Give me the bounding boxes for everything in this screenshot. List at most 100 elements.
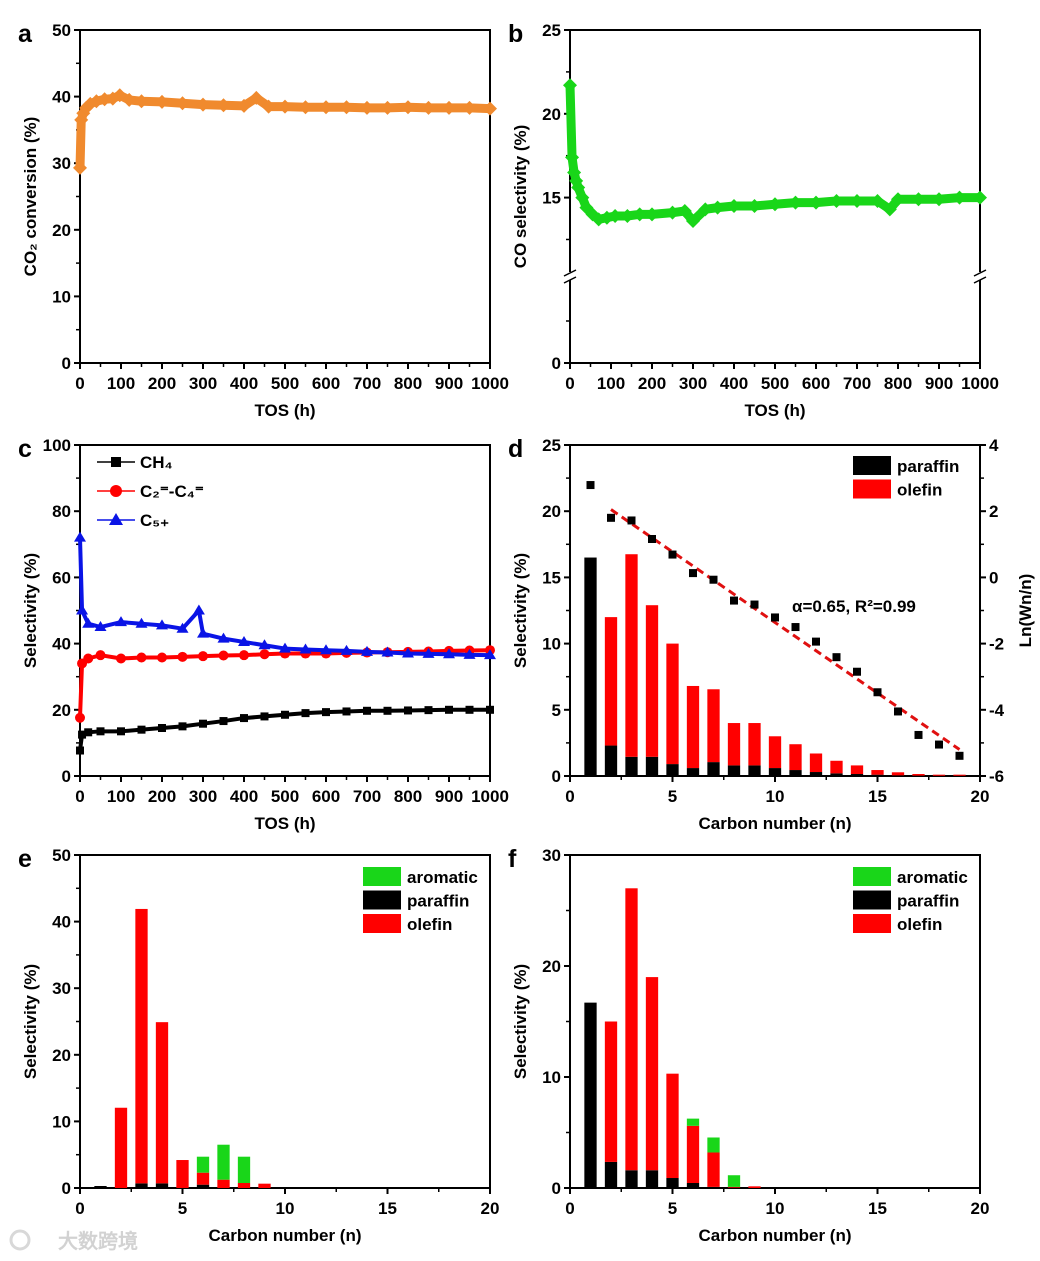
y-tick-label: 30 bbox=[542, 846, 561, 865]
bar-olefin bbox=[891, 772, 905, 776]
x-tick-label: 500 bbox=[271, 374, 299, 393]
bar-olefin bbox=[850, 765, 864, 775]
bar-olefin bbox=[830, 760, 843, 774]
legend: aromatic paraffin olefin bbox=[853, 867, 968, 934]
bar-olefin bbox=[727, 1186, 741, 1188]
x-tick-label: 0 bbox=[565, 787, 574, 806]
y-tick-label: 20 bbox=[542, 502, 561, 521]
bar-olefin bbox=[645, 977, 659, 1171]
bar-paraffin bbox=[584, 557, 597, 776]
data-point bbox=[809, 195, 823, 210]
x-tick-label: 300 bbox=[679, 374, 707, 393]
bar-olefin bbox=[666, 643, 679, 765]
legend-label: C₅₊ bbox=[140, 511, 169, 530]
y-tick-label: 15 bbox=[542, 568, 561, 587]
x-tick-label: 800 bbox=[394, 787, 422, 806]
bar-olefin bbox=[217, 1179, 230, 1188]
data-point bbox=[911, 192, 926, 207]
data-point bbox=[178, 722, 187, 731]
data-point bbox=[94, 621, 107, 632]
asf-point bbox=[955, 751, 964, 760]
data-point bbox=[483, 101, 497, 116]
legend-label: olefin bbox=[897, 481, 942, 500]
bar-olefin bbox=[707, 689, 720, 763]
x-tick-label: 500 bbox=[761, 374, 789, 393]
bar-olefin bbox=[176, 1160, 189, 1188]
data-point bbox=[443, 648, 455, 659]
x-tick-label: 300 bbox=[189, 787, 217, 806]
bar-paraffin bbox=[625, 1170, 638, 1188]
x-tick-label: 5 bbox=[178, 1199, 187, 1218]
data-point bbox=[402, 647, 414, 658]
legend-swatch bbox=[853, 890, 891, 910]
y-tick-label: 20 bbox=[542, 957, 561, 976]
legend: paraffin olefin bbox=[853, 456, 959, 500]
data-point bbox=[462, 100, 477, 115]
asf-point bbox=[914, 730, 923, 739]
x-axis-title: Carbon number (n) bbox=[699, 1226, 852, 1245]
data-point bbox=[76, 604, 89, 615]
plot-area bbox=[563, 78, 987, 229]
panel-c: 0 100 200 300 400 500 600 700 800 900 1000 0 20 40 60 8… bbox=[18, 435, 509, 833]
data-point bbox=[112, 88, 127, 103]
bar-paraffin bbox=[645, 756, 659, 776]
fit-annotation: α=0.65, R²=0.99 bbox=[792, 597, 916, 616]
y-axis-title: Selectivity (%) bbox=[511, 553, 530, 668]
data-point bbox=[320, 644, 332, 655]
data-point bbox=[219, 717, 228, 726]
data-point bbox=[339, 100, 354, 115]
y-tick-label: 20 bbox=[542, 105, 561, 124]
y-tick-label: 15 bbox=[542, 189, 561, 208]
x-tick-label: 1000 bbox=[471, 787, 509, 806]
bar-paraffin bbox=[686, 1183, 700, 1188]
plot-area bbox=[584, 888, 761, 1189]
plot-frame bbox=[79, 29, 491, 364]
y-tick-label: 20 bbox=[52, 1046, 71, 1065]
bar-paraffin bbox=[645, 1170, 659, 1188]
legend-label: paraffin bbox=[897, 892, 959, 911]
y-tick-label: 40 bbox=[52, 913, 71, 932]
data-point bbox=[383, 706, 392, 715]
data-point bbox=[463, 648, 476, 659]
x-tick-label: 20 bbox=[971, 1199, 990, 1218]
legend-label: paraffin bbox=[897, 457, 959, 476]
data-point bbox=[870, 193, 885, 208]
data-point bbox=[891, 192, 905, 207]
data-point bbox=[239, 650, 249, 661]
bar-olefin bbox=[135, 908, 148, 1184]
bar-olefin bbox=[953, 774, 966, 776]
legend-swatch bbox=[363, 890, 401, 910]
y-tick-label: 10 bbox=[52, 1112, 71, 1131]
data-point bbox=[134, 94, 149, 109]
bar-paraffin bbox=[666, 1178, 679, 1188]
data-point bbox=[484, 649, 496, 660]
y-tick-label: 40 bbox=[52, 88, 71, 107]
data-point bbox=[301, 709, 310, 718]
x-tick-label: 900 bbox=[435, 374, 463, 393]
plot-area bbox=[94, 908, 271, 1188]
series-2 bbox=[74, 531, 496, 660]
data-point bbox=[952, 190, 967, 205]
data-point bbox=[686, 214, 700, 229]
x-tick-label: 1000 bbox=[961, 374, 999, 393]
y-tick-label: 30 bbox=[52, 154, 71, 173]
bar-aromatic bbox=[237, 1156, 251, 1184]
legend-marker bbox=[110, 485, 122, 497]
data-point bbox=[279, 642, 291, 653]
legend-swatch bbox=[363, 914, 401, 933]
x-tick-label: 800 bbox=[884, 374, 912, 393]
data-point bbox=[199, 719, 207, 728]
data-point bbox=[404, 706, 412, 715]
bar-paraffin bbox=[912, 775, 925, 777]
bar-paraffin bbox=[830, 773, 843, 776]
y-tick-label: 30 bbox=[52, 979, 71, 998]
data-point bbox=[258, 639, 271, 650]
series-0 bbox=[73, 88, 497, 175]
data-point bbox=[135, 617, 148, 628]
bar-olefin bbox=[625, 888, 638, 1171]
bar-paraffin bbox=[789, 770, 802, 776]
data-point bbox=[217, 632, 230, 643]
y-tick-label: 10 bbox=[542, 635, 561, 654]
asf-point bbox=[771, 613, 779, 622]
